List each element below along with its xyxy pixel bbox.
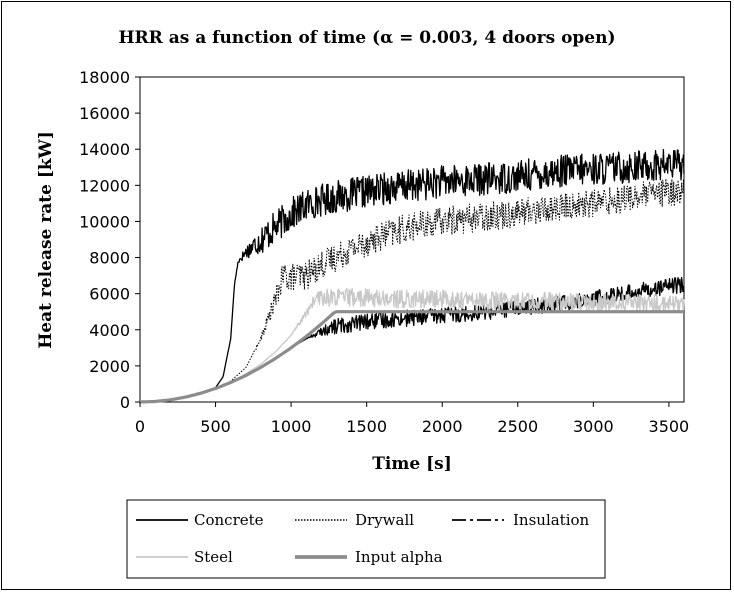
x-tick-label: 2000: [422, 417, 463, 436]
legend: Concrete Drywall Insulation Steel Input alph…: [126, 499, 606, 579]
legend-label-input-alpha: Input alpha: [355, 548, 443, 566]
series-line-input-alpha: [139, 310, 684, 404]
x-tick-label: 0: [135, 417, 145, 436]
y-tick-label: 18000: [79, 68, 130, 87]
chart-title: HRR as a function of time (α = 0.003, 4 …: [118, 28, 615, 48]
x-tick-label: 3500: [649, 417, 690, 436]
y-tick-label: 6000: [89, 285, 130, 304]
y-tick-label: 0: [120, 393, 130, 412]
legend-label-drywall: Drywall: [355, 511, 414, 529]
legend-label-insulation: Insulation: [513, 511, 590, 529]
plot-area: [139, 76, 685, 404]
y-axis: 0 2000 4000 6000 8000 10000 12000 14000 16000 180…: [79, 68, 140, 412]
y-tick-label: 4000: [89, 321, 130, 340]
plot-border: [139, 76, 685, 403]
x-axis-title: Time [s]: [372, 454, 452, 474]
y-tick-label: 16000: [79, 104, 130, 123]
y-tick-label: 12000: [79, 176, 130, 195]
x-axis: 0 500 1000 1500 2000 2500 3000 3500: [135, 402, 689, 436]
x-tick-label: 1000: [271, 417, 312, 436]
series-line-drywall: [140, 178, 685, 403]
legend-label-concrete: Concrete: [194, 511, 264, 529]
x-tick-label: 3000: [573, 417, 614, 436]
legend-box: [126, 499, 606, 579]
x-tick-label: 500: [200, 417, 231, 436]
series-layer: [139, 148, 685, 404]
y-tick-label: 2000: [89, 357, 130, 376]
y-tick-label: 14000: [79, 140, 130, 159]
x-tick-label: 1500: [346, 417, 387, 436]
y-tick-label: 10000: [79, 212, 130, 231]
legend-label-steel: Steel: [194, 548, 233, 566]
y-tick-label: 8000: [89, 249, 130, 268]
x-tick-label: 2500: [497, 417, 538, 436]
y-axis-title: Heat release rate [kW]: [36, 131, 56, 349]
series-line-concrete: [139, 148, 685, 403]
